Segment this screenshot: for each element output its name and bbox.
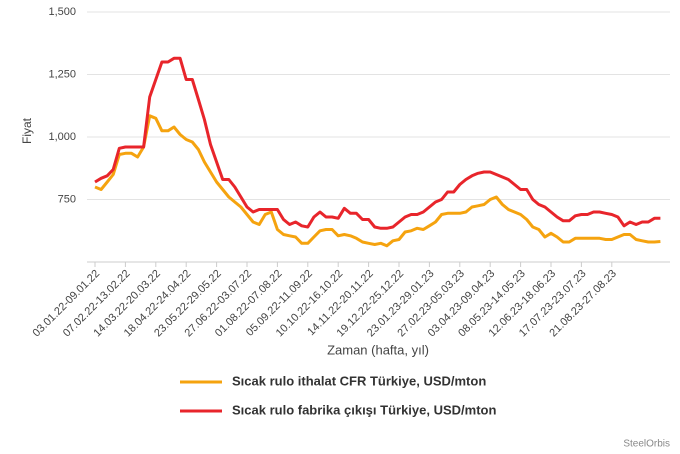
legend-label: Sıcak rulo ithalat CFR Türkiye, USD/mton [232, 373, 486, 388]
y-tick-label: 1,250 [48, 68, 76, 80]
legend-label: Sıcak rulo fabrika çıkışı Türkiye, USD/m… [232, 402, 496, 417]
series-line [94, 114, 661, 248]
x-axis-title: Zaman (hafta, yıl) [327, 342, 429, 357]
y-tick-label: 1,500 [48, 6, 76, 18]
series-line [94, 56, 661, 230]
y-tick-label: 1,000 [48, 131, 76, 143]
y-tick-label: 750 [58, 193, 76, 205]
credit: SteelOrbis [623, 439, 670, 450]
y-axis-title: Fiyat [20, 117, 34, 144]
